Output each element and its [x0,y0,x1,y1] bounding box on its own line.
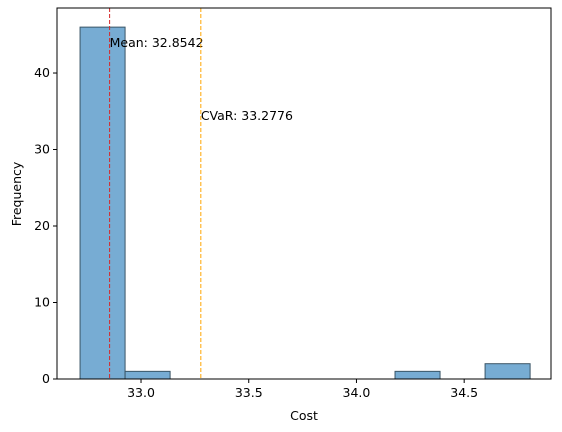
y-tick-label: 30 [34,142,50,157]
y-tick-label: 40 [34,65,50,80]
y-tick-label: 10 [34,295,50,310]
x-tick-label: 33.0 [127,385,155,400]
y-tick-label: 20 [34,218,50,233]
annotation: Mean: 32.8542 [110,35,204,50]
annotation: CVaR: 33.2776 [201,108,293,123]
x-tick-label: 34.0 [343,385,371,400]
bar [484,363,531,380]
plot-frame [56,7,552,380]
x-tick-label: 34.5 [450,385,478,400]
x-tick-label: 33.5 [235,385,263,400]
x-axis-label: Cost [290,408,318,423]
y-tick-label: 0 [42,371,50,386]
bar [394,370,441,380]
bar [124,370,171,380]
bar [79,26,126,380]
y-axis-label: Frequency [9,161,24,226]
